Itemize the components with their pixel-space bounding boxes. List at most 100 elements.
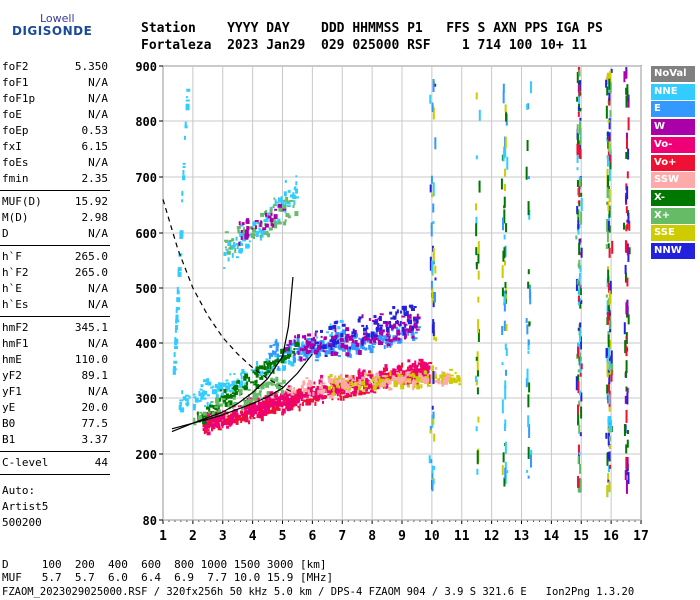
interference-mark [432,79,435,93]
interference-mark [527,103,530,110]
echo-mark [210,421,213,424]
echo-mark [274,401,279,406]
echo-mark [184,135,187,140]
echo-mark [384,378,388,382]
echo-mark [234,247,237,253]
echo-mark [216,425,219,428]
echo-mark [238,221,241,226]
param-value: N/A [88,156,108,169]
echo-mark [372,383,376,386]
param-row: M(D) 2.98 [0,211,110,227]
interference-mark [431,260,434,275]
echo-mark [334,334,339,338]
interference-mark [608,360,611,371]
echo-mark [215,420,219,426]
echo-mark [454,371,457,374]
echo-mark [210,401,214,404]
echo-mark [275,376,279,382]
echo-mark [179,399,184,402]
echo-mark [218,413,222,416]
echo-mark [289,194,293,198]
echo-mark [179,408,183,412]
echo-mark [322,344,327,350]
echo-mark [173,352,176,358]
echo-mark [265,411,269,415]
param-row: h`F2 265.0 [0,266,110,282]
echo-mark [406,379,411,383]
x-tick-label: 1 [159,529,167,544]
echo-mark [337,326,340,330]
interference-mark [577,346,580,358]
echo-mark [294,394,299,399]
echo-mark [343,390,346,395]
interference-mark [434,83,437,87]
interference-mark [608,406,611,412]
echo-mark [407,368,410,371]
echo-mark [204,411,209,414]
echo-mark [268,227,273,231]
echo-mark [366,374,371,377]
echo-mark [227,257,230,262]
interference-mark [605,105,608,119]
interference-mark [625,312,628,318]
echo-mark [390,317,393,320]
footer-info-row: FZAOM_2023029025000.RSF / 320fx256h 50 k… [2,586,635,598]
echo-mark [206,401,209,407]
interference-mark [578,263,581,267]
echo-mark [231,252,234,258]
param-name: h`F [2,250,22,263]
interference-mark [623,222,626,230]
interference-mark [609,70,612,83]
echo-mark [341,383,346,389]
interference-mark [605,244,608,250]
x-tick-label: 3 [219,529,227,544]
echo-mark [267,215,272,219]
interference-mark [608,394,611,405]
echo-mark [335,320,339,323]
echo-mark [273,392,278,395]
echo-mark [259,401,263,404]
echo-mark [233,372,236,375]
echo-mark [244,382,247,387]
echo-mark [282,204,287,210]
echo-mark [302,349,306,354]
echo-mark [357,389,360,393]
echo-mark [259,236,262,241]
echo-mark [232,396,236,400]
echo-mark [262,401,267,406]
echo-mark [409,313,412,319]
echo-mark [339,392,342,398]
echo-mark [331,392,335,397]
echo-mark [407,314,411,319]
echo-mark [225,387,229,392]
x-tick-label: 14 [544,529,560,544]
echo-mark [262,227,267,231]
echo-mark [336,339,339,344]
echo-mark [292,204,295,208]
echo-mark [245,386,249,390]
echo-mark [281,201,285,207]
interference-mark [579,336,582,350]
echo-mark [344,395,349,399]
echo-mark [396,330,401,336]
echo-mark [225,382,230,385]
echo-mark [374,335,379,338]
echo-mark [272,393,275,396]
interference-mark [506,470,509,474]
echo-mark [395,311,398,316]
echo-mark [368,317,371,321]
echo-mark [252,370,255,374]
echo-mark [236,412,239,415]
echo-mark [388,387,393,391]
echo-mark [294,390,297,394]
interference-mark [578,390,581,396]
echo-mark [257,397,260,402]
echo-mark [303,343,307,346]
echo-mark [331,398,334,401]
echo-mark [273,401,276,404]
echo-mark [393,326,396,329]
echo-mark [379,313,384,316]
echo-mark [241,368,245,374]
interference-mark [626,439,629,448]
echo-mark [227,384,230,387]
